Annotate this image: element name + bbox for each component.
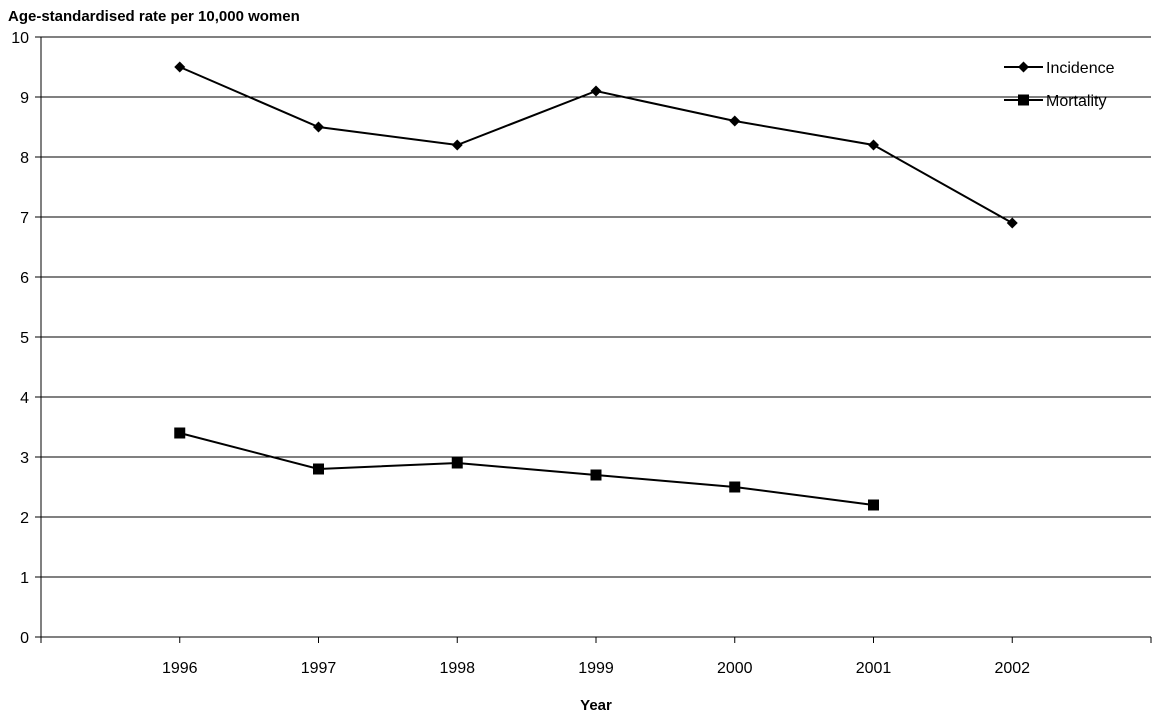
y-tick-label-4: 4 [20, 390, 29, 407]
y-tick-label-6: 6 [20, 270, 29, 287]
y-tick-label-10: 10 [11, 30, 29, 47]
point-mortality-1999 [590, 469, 602, 481]
y-tick-label-1: 1 [20, 570, 29, 587]
point-incidence-2002 [1006, 217, 1018, 229]
point-incidence-1998 [451, 139, 463, 151]
gridlines [41, 36, 1151, 578]
point-mortality-1997 [313, 463, 324, 475]
y-tick-label-5: 5 [20, 330, 29, 347]
axes [35, 36, 1152, 643]
point-mortality-2000 [729, 481, 741, 493]
legend-item-mortality: Mortality [1004, 93, 1106, 110]
legend-marker-mortality [1018, 94, 1029, 106]
series-mortality [174, 427, 879, 511]
x-tick-label-1998: 1998 [439, 660, 475, 677]
y-tick-label-8: 8 [20, 150, 29, 167]
series-incidence [174, 61, 1018, 229]
y-tick-label-9: 9 [20, 90, 29, 107]
series-plot [174, 61, 1018, 511]
x-axis-title: Year [580, 697, 612, 714]
legend-label-incidence: Incidence [1046, 60, 1115, 77]
y-tick-label-2: 2 [20, 510, 29, 527]
point-incidence-1996 [174, 61, 186, 73]
y-axis-title: Age-standardised rate per 10,000 women [8, 8, 300, 25]
legend-label-mortality: Mortality [1046, 93, 1106, 110]
y-tick-label-3: 3 [20, 450, 29, 467]
x-tick-label-2000: 2000 [717, 660, 753, 677]
x-tick-label-1996: 1996 [162, 660, 198, 677]
series-line-mortality [179, 432, 874, 506]
x-tick-label-2002: 2002 [994, 660, 1030, 677]
point-incidence-1999 [590, 85, 602, 97]
legend-item-incidence: Incidence [1004, 60, 1115, 77]
point-incidence-2000 [729, 115, 741, 127]
point-incidence-2001 [868, 139, 879, 151]
x-tick-label-1999: 1999 [578, 660, 614, 677]
point-mortality-1998 [451, 457, 463, 469]
legend-marker-incidence [1018, 61, 1029, 73]
tick-labels: 0 1 2 3 4 5 6 7 8 9 10 1996 1997 1998 1999 2000 2001 2002 [11, 30, 1030, 677]
legend: Incidence Mortality [1004, 60, 1115, 110]
y-tick-label-0: 0 [20, 630, 29, 647]
point-mortality-2001 [868, 499, 879, 511]
point-mortality-1996 [174, 427, 186, 439]
x-tick-label-1997: 1997 [301, 660, 337, 677]
point-incidence-1997 [313, 121, 324, 133]
y-tick-label-7: 7 [20, 210, 29, 227]
x-tick-label-2001: 2001 [856, 660, 892, 677]
